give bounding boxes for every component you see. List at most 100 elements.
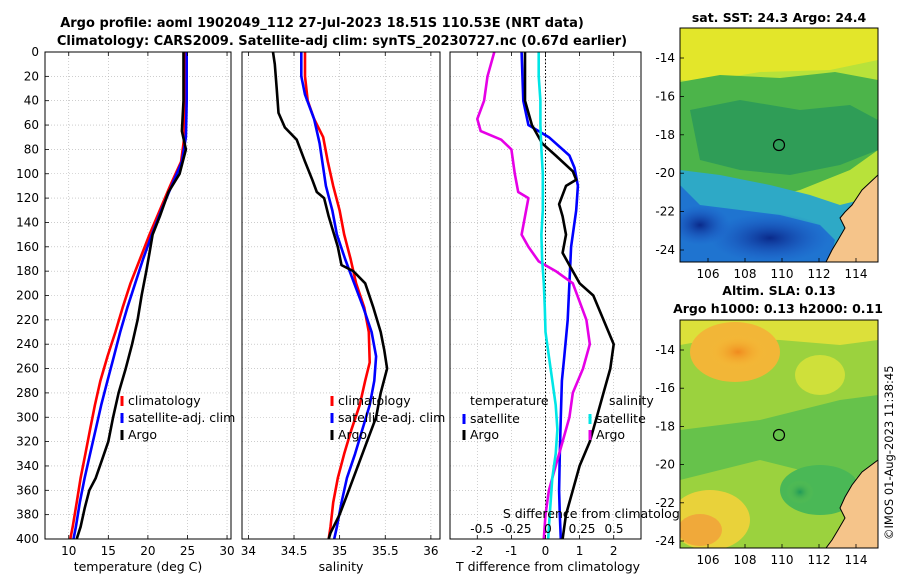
series-line-argo-s-diff xyxy=(476,52,592,539)
x-tick-label: 10 xyxy=(61,544,76,558)
figure-title-line2: Climatology: CARS2009. Satellite-adj cli… xyxy=(57,34,627,49)
temperature-xticks: 10 15 20 25 30 xyxy=(61,52,235,558)
map-y-tick-label: -16 xyxy=(655,381,675,395)
salinity-axes-frame xyxy=(241,51,441,540)
x-tick-label: 35.5 xyxy=(372,544,399,558)
x-tick-label: 30 xyxy=(219,544,234,558)
map-y-tick-label: -24 xyxy=(655,243,675,257)
y-tick-label: 80 xyxy=(24,142,39,156)
sst-map-frame xyxy=(679,27,879,263)
x-tick-label: -1 xyxy=(505,544,517,558)
map-x-tick-label: 114 xyxy=(845,267,868,281)
s-tick-label: -0.25 xyxy=(500,522,531,536)
x-tick-label: 25 xyxy=(180,544,195,558)
series-line-argo xyxy=(271,52,389,539)
sla-map-frame xyxy=(679,319,879,549)
y-tick-label: 140 xyxy=(16,215,39,229)
sla-map-ticks: 106 108 110 112 114 -14 -16 -18 -20 -22 -24 xyxy=(655,343,867,567)
legend-label: satellite-adj. clim xyxy=(338,410,445,425)
s-tick-label: 0.25 xyxy=(569,522,596,536)
map-y-tick-label: -18 xyxy=(655,419,675,433)
y-tick-label: 0 xyxy=(31,45,39,59)
map-x-tick-label: 110 xyxy=(771,267,794,281)
legend-label: Argo xyxy=(338,427,367,442)
map-x-tick-label: 112 xyxy=(808,267,831,281)
map-y-tick-label: -20 xyxy=(655,458,675,472)
sla-map-title-line1: Altim. SLA: 0.13 xyxy=(722,283,835,298)
imos-credit: ©IMOS 01-Aug-2023 11:38:45 xyxy=(882,365,896,540)
x-tick-label: 0 xyxy=(542,544,550,558)
y-tick-label: 180 xyxy=(16,264,39,278)
temperature-grid xyxy=(45,51,231,540)
x-tick-label: 1 xyxy=(576,544,584,558)
temperature-xlabel: temperature (deg C) xyxy=(74,559,203,574)
map-x-tick-label: 110 xyxy=(771,553,794,567)
x-tick-label: 2 xyxy=(610,544,618,558)
legend-title-temperature: temperature xyxy=(470,393,549,408)
depth-yticks: 0 20 40 60 80 100 120 140 160 180 200 220 240 260 280 3… xyxy=(16,45,49,546)
s-tick-label: 0.5 xyxy=(604,522,623,536)
sst-map-ticks: 106 108 110 112 114 -14 -16 -18 -20 -22 -24 xyxy=(655,51,867,281)
y-tick-label: 160 xyxy=(16,240,39,254)
map-y-tick-label: -14 xyxy=(655,343,675,357)
sla-field xyxy=(680,320,878,548)
temperature-panel: 10 15 20 25 30 0 20 40 60 80 100 120 140 160 180 200 22… xyxy=(16,45,235,574)
y-tick-label: 200 xyxy=(16,289,39,303)
map-y-tick-label: -14 xyxy=(655,51,675,65)
s-tick-label: -0.5 xyxy=(470,522,493,536)
legend-title-salinity: salinity xyxy=(609,393,654,408)
x-tick-label: 34.5 xyxy=(281,544,308,558)
legend-label: climatology xyxy=(338,393,411,408)
y-tick-label: 360 xyxy=(16,483,39,497)
map-y-tick-label: -24 xyxy=(655,534,675,548)
map-x-tick-label: 106 xyxy=(697,267,720,281)
sla-map-title-line2: Argo h1000: 0.13 h2000: 0.11 xyxy=(673,301,883,316)
x-tick-label: 34 xyxy=(241,544,256,558)
figure-title-line1: Argo profile: aoml 1902049_112 27-Jul-20… xyxy=(60,16,584,31)
y-tick-label: 380 xyxy=(16,508,39,522)
y-tick-label: 100 xyxy=(16,167,39,181)
legend-label: Argo xyxy=(128,427,157,442)
series-line-argo-t-diff xyxy=(523,52,615,539)
map-x-tick-label: 108 xyxy=(734,267,757,281)
map-x-tick-label: 106 xyxy=(697,553,720,567)
map-y-tick-label: -20 xyxy=(655,166,675,180)
y-tick-label: 220 xyxy=(16,313,39,327)
difference-panel: -2 -1 0 1 2 -0.5 -0.25 0 0.25 0.5 S difference f… xyxy=(449,51,688,574)
argo-position-marker xyxy=(772,138,786,152)
argo-position-marker-sla xyxy=(772,428,786,442)
series-line-satellite-adj-clim xyxy=(300,52,378,539)
x-tick-label: -2 xyxy=(471,544,483,558)
map-x-tick-label: 112 xyxy=(808,553,831,567)
legend-label: satellite xyxy=(470,411,520,426)
y-tick-label: 120 xyxy=(16,191,39,205)
legend-label: satellite xyxy=(596,411,646,426)
x-tick-label: 15 xyxy=(101,544,116,558)
legend-label: satellite-adj. clim xyxy=(128,410,235,425)
salinity-difference-ticks: -0.5 -0.25 0 0.25 0.5 xyxy=(470,522,623,536)
y-tick-label: 340 xyxy=(16,459,39,473)
legend-label: Argo xyxy=(470,427,499,442)
y-tick-label: 40 xyxy=(24,94,39,108)
temperature-legend: climatology satellite-adj. clim Argo xyxy=(120,393,235,442)
x-tick-label: 20 xyxy=(140,544,155,558)
salinity-grid xyxy=(242,51,440,540)
map-y-tick-label: -22 xyxy=(655,496,675,510)
y-tick-label: 240 xyxy=(16,337,39,351)
y-tick-label: 20 xyxy=(24,69,39,83)
y-tick-label: 320 xyxy=(16,435,39,449)
legend-label: Argo xyxy=(596,427,625,442)
temperature-lines xyxy=(69,52,188,539)
salinity-panel: 34 34.5 35 35.5 36 salinity climatology satel… xyxy=(241,51,445,574)
y-tick-label: 400 xyxy=(16,532,39,546)
salinity-legend: climatology satellite-adj. clim Argo xyxy=(330,393,445,442)
difference-xticks: -2 -1 0 1 2 xyxy=(471,52,618,558)
map-y-tick-label: -22 xyxy=(655,205,675,219)
y-tick-label: 260 xyxy=(16,362,39,376)
legend-label: climatology xyxy=(128,393,201,408)
difference-lines xyxy=(476,52,615,539)
difference-xlabel: T difference from climatology xyxy=(455,559,641,574)
x-tick-label: 35 xyxy=(332,544,347,558)
